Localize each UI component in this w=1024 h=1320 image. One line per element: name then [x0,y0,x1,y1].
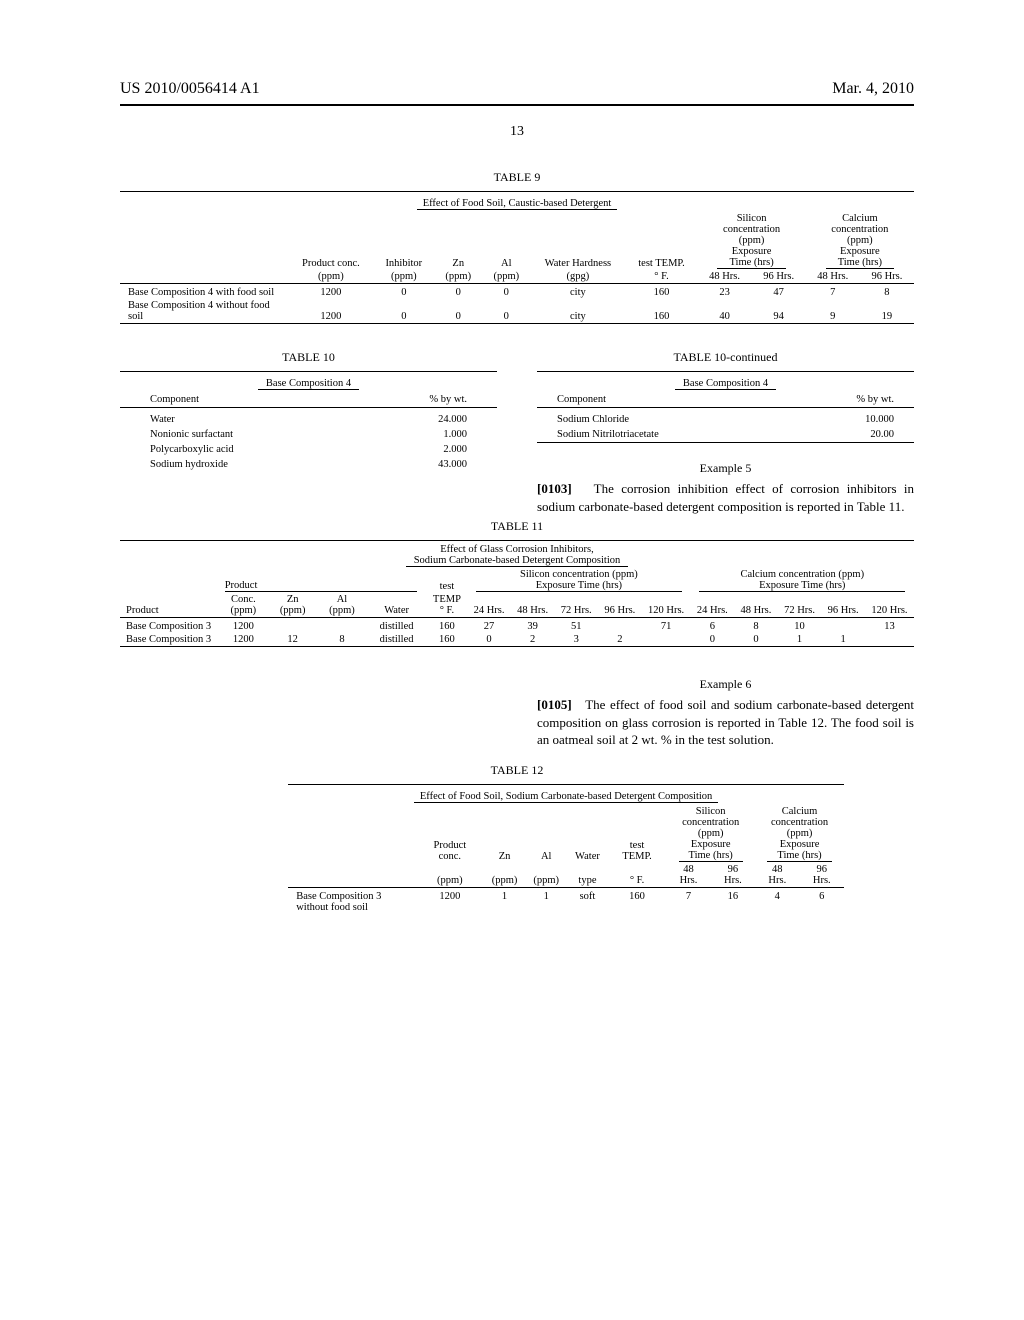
th-product-group: Product [225,580,418,592]
th-inhibitor: Inhibitor [373,212,434,270]
table-row: Base Composition 3 1200 12 8 distilled 1… [120,633,914,647]
th-silicon-group: Siliconconcentration(ppm)ExposureTime (h… [666,805,755,863]
th-water: Water [567,805,608,863]
th-calcium-group: Calciumconcentration(ppm)ExposureTime (h… [806,212,914,270]
table10-continued-label: TABLE 10-continued [537,350,914,365]
table12-subtitle: Effect of Food Soil, Sodium Carbonate-ba… [414,791,718,803]
table-row: Sodium Nitrilotriacetate20.00 [537,427,914,443]
table-row: Sodium hydroxide43.000 [120,457,497,472]
header-rule [120,104,914,106]
th-product-conc: Product conc. [288,212,373,270]
table-row: Water24.000 [120,412,497,427]
table-row: Polycarboxylic acid2.000 [120,442,497,457]
table10-label: TABLE 10 [120,350,497,365]
th-component: Component [120,392,344,408]
publication-number: US 2010/0056414 A1 [120,80,260,98]
th-water-hardness: Water Hardness [530,212,625,270]
table12-label: TABLE 12 [120,763,914,778]
table9-label: TABLE 9 [120,170,914,185]
page-number: 13 [120,124,914,140]
th-calcium-group: Calciumconcentration(ppm)ExposureTime (h… [755,805,844,863]
table-row: Base Composition 3 without food soil 120… [288,890,844,914]
table12: Effect of Food Soil, Sodium Carbonate-ba… [288,784,844,914]
example6-title: Example 6 [537,677,914,692]
table10-continued: Base Composition 4 Component % by wt. So… [537,371,914,447]
th-test-temp: test TEMP. [608,805,666,863]
table-row: Base Composition 4 without food soil 120… [120,299,914,324]
table-row: Base Composition 4 with food soil 1200 0… [120,286,914,299]
th-wt: % by wt. [344,392,497,408]
th-al: Al [525,805,567,863]
table9: Effect of Food Soil, Caustic-based Deter… [120,191,914,326]
example5-paragraph: [0103] The corrosion inhibition effect o… [537,480,914,515]
table11: Effect of Glass Corrosion Inhibitors,Sod… [120,540,914,649]
th-al: Al [482,212,530,270]
publication-date: Mar. 4, 2010 [832,80,914,98]
th-zn: Zn [484,805,526,863]
th-silicon-group: Siliconconcentration(ppm)ExposureTime (h… [698,212,806,270]
table10: Base Composition 4 Component % by wt. Wa… [120,371,497,472]
table-row: Sodium Chloride10.000 [537,412,914,427]
table9-subtitle: Effect of Food Soil, Caustic-based Deter… [417,198,618,210]
table11-subtitle: Effect of Glass Corrosion Inhibitors,Sod… [120,543,914,568]
table11-label: TABLE 11 [120,519,914,534]
th-zn: Zn [434,212,482,270]
example5-title: Example 5 [537,461,914,476]
th-product-conc: Product conc. [416,805,484,863]
example6-paragraph: [0105] The effect of food soil and sodiu… [537,696,914,749]
table-row: Base Composition 3 1200 distilled 160 27… [120,620,914,633]
table-row: Nonionic surfactant1.000 [120,427,497,442]
th-test-temp: test TEMP. [625,212,697,270]
